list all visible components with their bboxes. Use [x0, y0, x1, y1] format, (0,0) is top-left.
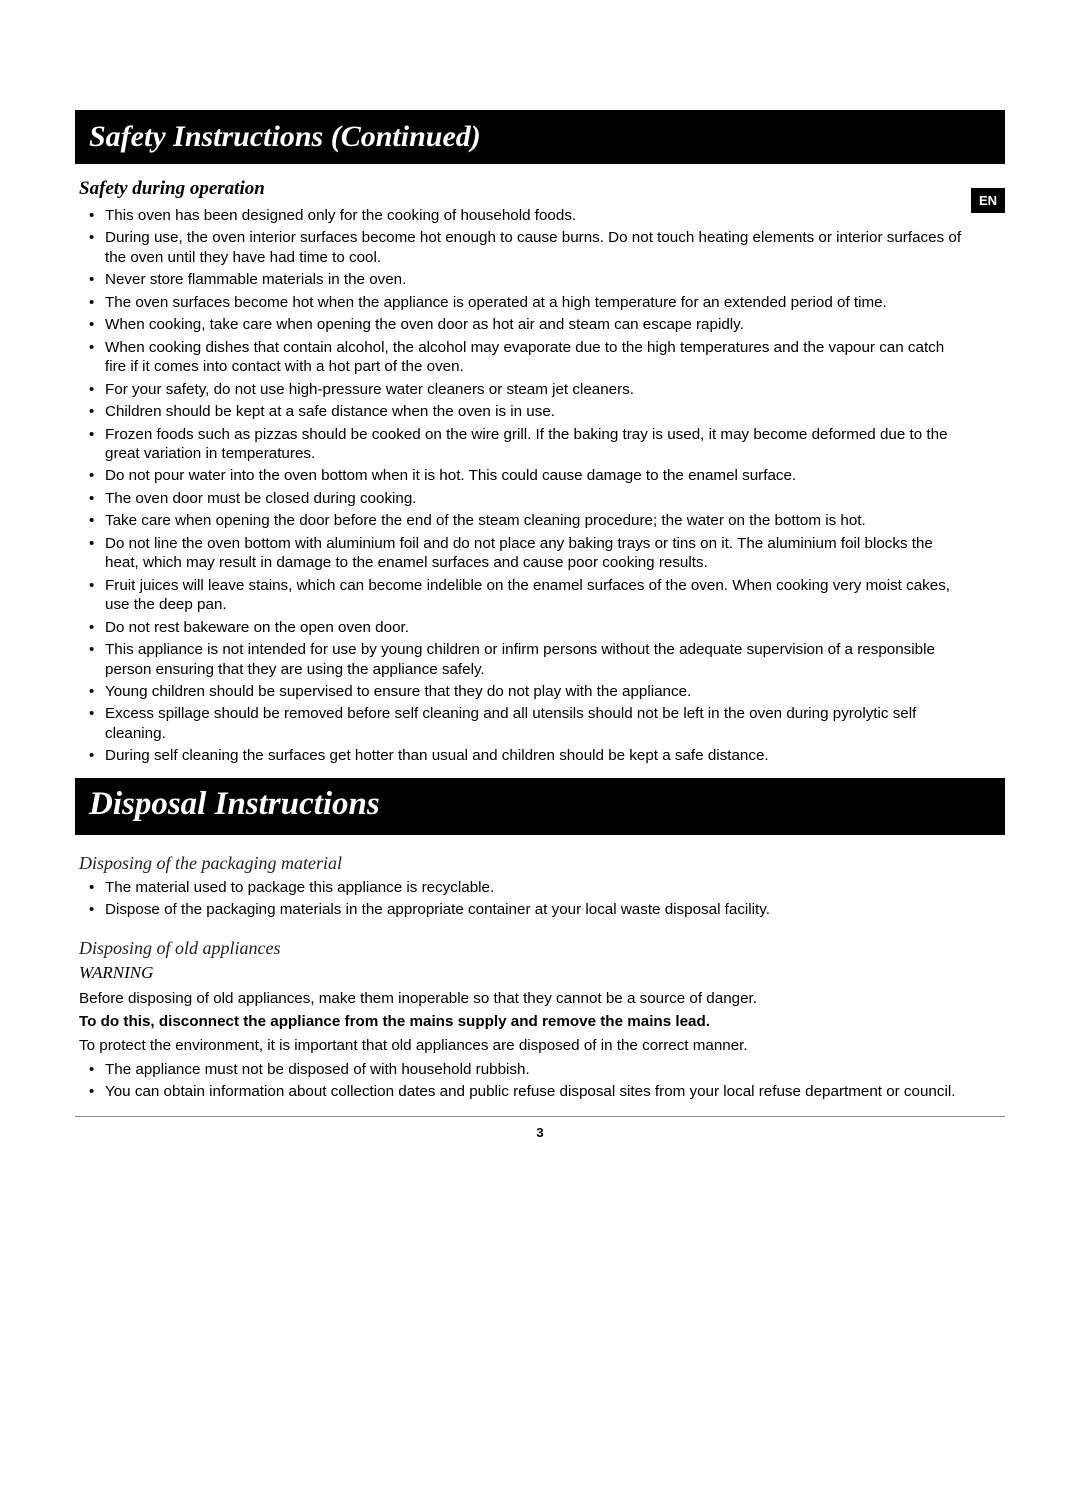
- footer-rule: [75, 1116, 1005, 1117]
- list-item: Take care when opening the door before t…: [105, 511, 975, 530]
- packaging-title: Disposing of the packaging material: [79, 853, 975, 874]
- list-item: For your safety, do not use high-pressur…: [105, 380, 975, 399]
- safety-content: Safety during operation This oven has be…: [75, 178, 1005, 766]
- list-item: During use, the oven interior surfaces b…: [105, 228, 975, 267]
- warning-para-3: To protect the environment, it is import…: [79, 1036, 975, 1056]
- list-item: When cooking, take care when opening the…: [105, 315, 975, 334]
- list-item: The material used to package this applia…: [105, 878, 975, 897]
- old-appliances-bullet-list: The appliance must not be disposed of wi…: [79, 1060, 975, 1102]
- packaging-bullet-list: The material used to package this applia…: [79, 878, 975, 920]
- list-item: Do not rest bakeware on the open oven do…: [105, 618, 975, 637]
- list-item: Frozen foods such as pizzas should be co…: [105, 425, 975, 464]
- list-item: During self cleaning the surfaces get ho…: [105, 746, 975, 765]
- list-item: Children should be kept at a safe distan…: [105, 402, 975, 421]
- section-header-disposal: Disposal Instructions: [75, 778, 1005, 835]
- list-item: This appliance is not intended for use b…: [105, 640, 975, 679]
- list-item: Do not line the oven bottom with alumini…: [105, 534, 975, 573]
- list-item: Do not pour water into the oven bottom w…: [105, 466, 975, 485]
- list-item: When cooking dishes that contain alcohol…: [105, 338, 975, 377]
- page-number: 3: [75, 1125, 1005, 1140]
- list-item: Fruit juices will leave stains, which ca…: [105, 576, 975, 615]
- section-header-safety: Safety Instructions (Continued): [75, 110, 1005, 164]
- list-item: Never store flammable materials in the o…: [105, 270, 975, 289]
- disposal-content: Disposing of the packaging material The …: [75, 853, 1005, 1102]
- list-item: The appliance must not be disposed of wi…: [105, 1060, 975, 1079]
- manual-page: Safety Instructions (Continued) EN Safet…: [0, 0, 1080, 1180]
- list-item: The oven door must be closed during cook…: [105, 489, 975, 508]
- list-item: This oven has been designed only for the…: [105, 206, 975, 225]
- list-item: Young children should be supervised to e…: [105, 682, 975, 701]
- language-tab: EN: [971, 188, 1005, 213]
- list-item: The oven surfaces become hot when the ap…: [105, 293, 975, 312]
- warning-para-1: Before disposing of old appliances, make…: [79, 989, 975, 1009]
- safety-subtitle: Safety during operation: [79, 178, 975, 200]
- warning-label: WARNING: [79, 963, 975, 983]
- old-appliances-title: Disposing of old appliances: [79, 938, 975, 959]
- list-item: Excess spillage should be removed before…: [105, 704, 975, 743]
- safety-bullet-list: This oven has been designed only for the…: [79, 206, 975, 766]
- list-item: Dispose of the packaging materials in th…: [105, 900, 975, 919]
- list-item: You can obtain information about collect…: [105, 1082, 975, 1101]
- warning-para-2-bold: To do this, disconnect the appliance fro…: [79, 1012, 975, 1032]
